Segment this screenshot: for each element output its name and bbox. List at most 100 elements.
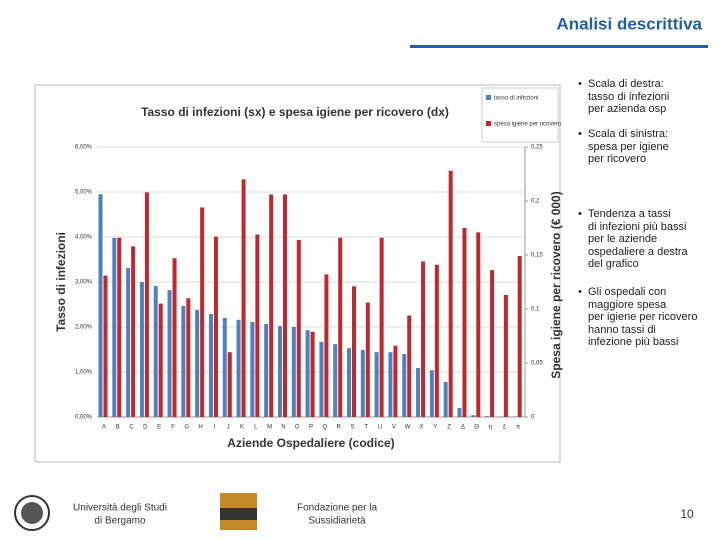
bar (103, 275, 108, 417)
bullet-line: di infezioni più bassi (588, 220, 687, 233)
bar (186, 298, 191, 417)
bar (269, 194, 274, 417)
y2-tick-label: 0,1 (531, 307, 540, 313)
slide-title: Analisi descrittiva (556, 14, 702, 33)
university-logo-inner (21, 502, 43, 524)
bullet: • Gli ospedali con maggiore spesa per igien… (578, 286, 697, 349)
bar (208, 313, 213, 417)
bar (255, 234, 260, 417)
bar (333, 344, 338, 417)
legend-label: tasso di infezioni (494, 96, 538, 102)
x-tick-label: H (198, 425, 202, 431)
bullet-line: Scala di destra: (588, 78, 664, 90)
bar (98, 194, 103, 417)
bar (277, 326, 282, 417)
bar (222, 318, 227, 417)
y2-tick-label: 0,2 (531, 199, 540, 205)
bullet-line: per azienda osp (588, 103, 667, 115)
x-axis-label: Aziende Ospedaliere (codice) (227, 436, 394, 450)
bar (139, 282, 144, 417)
bar (347, 348, 352, 417)
bullet: • Scala di destra: tasso di infezioni per a… (578, 78, 669, 116)
bar (172, 258, 177, 417)
legend-label: spesa igiene per ricovero (494, 122, 562, 128)
bullet-line: tasso di infezioni (588, 90, 670, 103)
bar (485, 416, 490, 417)
x-tick-label: P (309, 425, 313, 431)
bullet-line: infezione più bassi (588, 336, 679, 348)
bar (126, 268, 131, 417)
y2-tick-label: 0,05 (531, 361, 543, 367)
x-tick-label: E (157, 425, 161, 431)
chart-title: Tasso di infezioni (sx) e spesa igiene p… (141, 105, 449, 119)
bar (490, 270, 495, 417)
x-tick-label: I (214, 425, 216, 431)
bar (200, 207, 205, 417)
x-tick-label: W (405, 425, 411, 431)
bar (167, 290, 172, 417)
x-tick-label: J (227, 425, 230, 431)
bar (416, 367, 421, 417)
y-tick-label: 4,00% (75, 235, 93, 241)
y-axis-label: Tasso di infezioni (54, 232, 68, 332)
x-tick-label: π (516, 425, 520, 431)
bar (305, 330, 310, 417)
y-tick-label: 1,00% (75, 370, 93, 376)
bar (443, 381, 448, 417)
bar (434, 264, 439, 417)
bar (296, 239, 301, 417)
bullet: • Tendenza a tassi di infezioni più bassi p… (578, 208, 688, 271)
bar (374, 352, 379, 417)
footer-text: Fondazione per la (297, 503, 377, 514)
x-tick-label: X (419, 425, 423, 431)
y-tick-label: 0,00% (75, 415, 93, 421)
bar (250, 322, 255, 417)
bar (282, 194, 287, 417)
bar (181, 305, 186, 417)
y2-tick-label: 0,25 (531, 145, 543, 151)
bar (379, 237, 384, 417)
bar (153, 286, 158, 417)
bar (393, 345, 398, 417)
bar (360, 349, 365, 417)
bar (457, 408, 462, 417)
y-tick-label: 2,00% (75, 325, 93, 331)
bar (517, 256, 522, 417)
bar (421, 261, 426, 417)
bullet-line: per le aziende (588, 233, 658, 245)
bullet-line: maggiore spesa (588, 298, 667, 311)
x-tick-label: S (350, 425, 354, 431)
bullet-line: ospedaliere a destra (588, 245, 688, 258)
foundation-logo-band (220, 508, 257, 520)
x-tick-label: F (171, 425, 175, 431)
x-tick-label: A (102, 425, 106, 431)
legend-swatch (486, 121, 491, 126)
bar (338, 237, 343, 417)
page-number: 10 (680, 507, 694, 521)
bar (310, 331, 315, 417)
x-tick-label: Θ (474, 425, 479, 431)
x-tick-label: η (489, 425, 492, 431)
bar (131, 246, 136, 417)
bullet-dot: • (578, 208, 582, 220)
bullet-dot: • (578, 286, 582, 298)
x-tick-label: C (129, 425, 134, 431)
x-tick-label: T (364, 425, 368, 431)
y-tick-label: 5,00% (75, 190, 93, 196)
bar (195, 309, 200, 417)
bar (227, 352, 232, 417)
bar (352, 286, 357, 417)
x-tick-label: R (336, 425, 341, 431)
bullet-dot: • (578, 128, 582, 140)
bar (213, 236, 218, 417)
bullet: • Scala di sinistra: spesa per igiene per r… (578, 128, 669, 166)
y2-axis-label: Spesa igiene per ricovero (€ 000) (549, 191, 563, 378)
bar (117, 237, 122, 417)
y-tick-label: 6,00% (75, 145, 93, 151)
bar (476, 232, 481, 417)
x-tick-label: Q (322, 425, 327, 431)
bullet-line: hanno tassi di (588, 323, 656, 336)
bullet-line: del grafico (588, 258, 639, 270)
bar (236, 319, 241, 417)
